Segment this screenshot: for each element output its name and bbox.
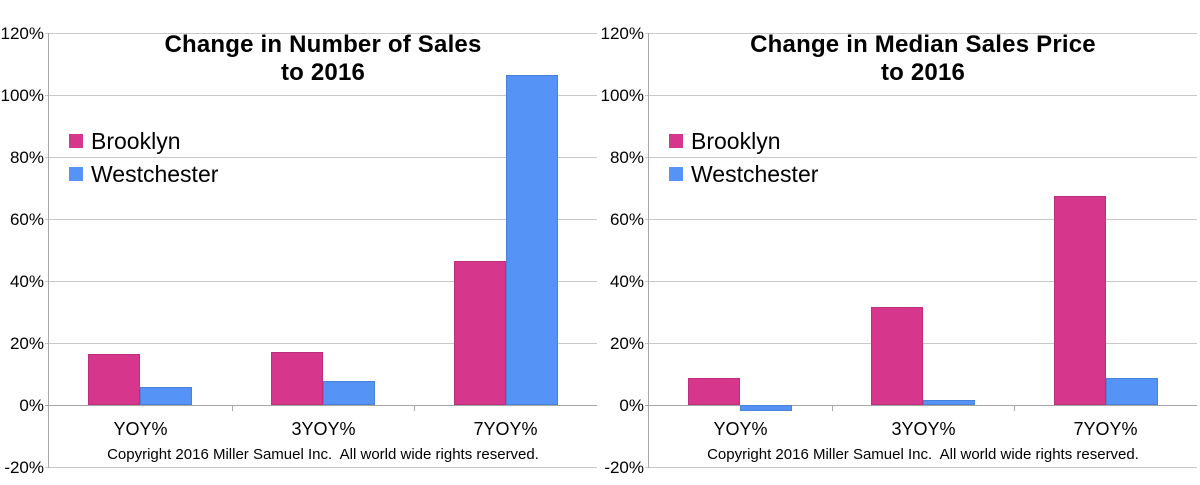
chart-title-line1: Change in Median Sales Price <box>750 31 1096 58</box>
gridline-80 <box>645 157 1197 158</box>
bar-brooklyn-3yoy <box>271 352 323 405</box>
gridline-120 <box>645 33 1197 34</box>
y-axis-tick-label: 100% <box>0 86 44 105</box>
chart-title-line1: Change in Number of Sales <box>164 31 482 58</box>
bar-brooklyn-yoy <box>688 378 740 405</box>
gridline-80 <box>45 157 597 158</box>
y-axis-tick-label: 60% <box>609 210 644 229</box>
bar-brooklyn-yoy <box>88 354 140 405</box>
y-axis-tick-label: 20% <box>609 334 644 353</box>
gridline-120 <box>45 33 597 34</box>
chart-title: Change in Median Sales Price to 2016 <box>649 31 1197 87</box>
category-axis-tick <box>832 405 833 411</box>
legend-label-westchester: Westchester <box>691 161 819 187</box>
gridline-0 <box>645 405 1197 406</box>
copyright-note: Copyright 2016 Miller Samuel Inc. All wo… <box>107 446 539 463</box>
bar-brooklyn-7yoy <box>454 261 506 405</box>
legend: Brooklyn Westchester <box>69 128 218 187</box>
chart-title-line2: to 2016 <box>880 59 966 86</box>
x-axis-category-label: 3YOY% <box>891 419 956 439</box>
bar-westchester-yoy <box>740 405 792 411</box>
legend-label-brooklyn: Brooklyn <box>691 128 781 154</box>
y-axis-tick-label: -20% <box>4 458 44 477</box>
legend-label-westchester: Westchester <box>91 161 219 187</box>
bar-brooklyn-7yoy <box>1054 196 1106 405</box>
y-axis-tick-label: 0% <box>19 396 44 415</box>
y-axis-line <box>48 33 49 468</box>
y-axis-tick-label: 20% <box>9 334 44 353</box>
chart-change-in-median-sales-price: Change in Median Sales Price to 2016 YOY… <box>600 0 1200 485</box>
legend: Brooklyn Westchester <box>669 128 818 187</box>
legend-swatch-westchester <box>669 167 683 181</box>
gridline-0 <box>45 405 597 406</box>
plot-area: YOY% 3YOY% 7YOY% Brooklyn Westchester <box>45 33 597 468</box>
legend-swatch-brooklyn <box>669 134 683 148</box>
y-axis-tick-label: 100% <box>600 86 644 105</box>
y-axis-tick-label: 120% <box>600 24 644 43</box>
y-axis-tick-label: 40% <box>9 272 44 291</box>
plot-area: YOY% 3YOY% 7YOY% Brooklyn Westchester <box>645 33 1197 468</box>
legend-item-westchester: Westchester <box>669 161 818 187</box>
gridline-60 <box>45 219 597 220</box>
y-axis-tick-label: 80% <box>609 148 644 167</box>
gridline-40 <box>45 281 597 282</box>
y-axis-tick-label: 80% <box>9 148 44 167</box>
x-axis-category-label: 7YOY% <box>473 419 538 439</box>
gridline-20 <box>45 467 597 468</box>
chart-title: Change in Number of Sales to 2016 <box>49 31 597 87</box>
legend-item-brooklyn: Brooklyn <box>69 128 218 154</box>
category-axis-tick <box>414 405 415 411</box>
gridline-20 <box>45 343 597 344</box>
x-axis-category-label: YOY% <box>713 419 768 439</box>
legend-item-brooklyn: Brooklyn <box>669 128 818 154</box>
y-axis-tick-label: 60% <box>9 210 44 229</box>
chart-title-line2: to 2016 <box>280 59 366 86</box>
y-axis-tick-label: 120% <box>0 24 44 43</box>
x-axis-category-label: 3YOY% <box>291 419 356 439</box>
y-axis-tick-label: 0% <box>619 396 644 415</box>
y-axis-line <box>648 33 649 468</box>
bar-westchester-7yoy <box>1106 378 1158 405</box>
gridline-20 <box>645 467 1197 468</box>
bar-brooklyn-3yoy <box>871 307 923 405</box>
bar-westchester-3yoy <box>323 381 375 405</box>
legend-swatch-brooklyn <box>69 134 83 148</box>
gridline-40 <box>645 281 1197 282</box>
category-axis-tick <box>1014 405 1015 411</box>
legend-label-brooklyn: Brooklyn <box>91 128 181 154</box>
y-axis-tick-label: -20% <box>604 458 644 477</box>
gridline-60 <box>645 219 1197 220</box>
y-axis-tick-label: 40% <box>609 272 644 291</box>
category-axis-tick <box>232 405 233 411</box>
gridline-100 <box>45 95 597 96</box>
gridline-100 <box>645 95 1197 96</box>
bar-westchester-yoy <box>140 387 192 405</box>
bar-westchester-7yoy <box>506 75 558 405</box>
legend-swatch-westchester <box>69 167 83 181</box>
x-axis-category-label: YOY% <box>113 419 168 439</box>
x-axis-category-label: 7YOY% <box>1073 419 1138 439</box>
bar-westchester-3yoy <box>923 400 975 405</box>
legend-item-westchester: Westchester <box>69 161 218 187</box>
copyright-note: Copyright 2016 Miller Samuel Inc. All wo… <box>707 446 1139 463</box>
chart-change-in-number-of-sales: Change in Number of Sales to 2016 YOY% 3Y… <box>0 24 597 477</box>
